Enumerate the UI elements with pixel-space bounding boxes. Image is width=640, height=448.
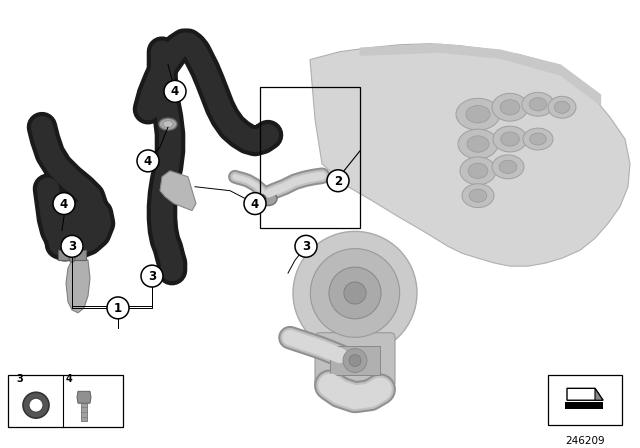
Ellipse shape [523, 128, 553, 150]
Bar [8, 375, 123, 427]
Circle shape [164, 81, 186, 102]
Text: 4: 4 [66, 375, 73, 384]
Bar [58, 250, 86, 260]
Polygon shape [66, 256, 90, 313]
FancyBboxPatch shape [315, 333, 395, 388]
Ellipse shape [69, 254, 75, 262]
Ellipse shape [492, 155, 524, 179]
Ellipse shape [458, 129, 498, 159]
Ellipse shape [493, 126, 527, 152]
Ellipse shape [499, 160, 517, 173]
Ellipse shape [456, 98, 500, 130]
Text: 4: 4 [171, 86, 179, 99]
Circle shape [349, 354, 361, 366]
Circle shape [53, 193, 75, 215]
Ellipse shape [163, 121, 173, 128]
Circle shape [141, 265, 163, 287]
Ellipse shape [159, 118, 177, 130]
Bar [81, 403, 87, 421]
Ellipse shape [469, 189, 487, 202]
Text: 246209: 246209 [565, 436, 605, 446]
Circle shape [327, 170, 349, 192]
Text: 3: 3 [16, 375, 23, 384]
Ellipse shape [468, 163, 488, 178]
Circle shape [29, 398, 43, 412]
Circle shape [343, 349, 367, 372]
Polygon shape [160, 171, 196, 211]
Text: 4: 4 [144, 155, 152, 168]
Text: 1: 1 [114, 302, 122, 315]
Ellipse shape [466, 105, 490, 123]
Text: 4: 4 [60, 198, 68, 211]
Circle shape [244, 193, 266, 215]
Circle shape [61, 235, 83, 257]
Ellipse shape [500, 132, 519, 146]
Circle shape [23, 392, 49, 418]
Ellipse shape [522, 92, 554, 116]
Circle shape [310, 249, 399, 337]
Polygon shape [310, 44, 630, 266]
Ellipse shape [530, 133, 547, 145]
Polygon shape [567, 388, 603, 400]
Circle shape [295, 235, 317, 257]
Bar [260, 87, 360, 228]
Ellipse shape [258, 195, 266, 202]
Ellipse shape [259, 192, 277, 206]
Ellipse shape [467, 136, 489, 152]
Text: 3: 3 [148, 270, 156, 283]
Ellipse shape [554, 101, 570, 113]
Ellipse shape [492, 93, 528, 121]
Polygon shape [77, 391, 91, 403]
Ellipse shape [500, 99, 520, 115]
Circle shape [137, 150, 159, 172]
Text: 4: 4 [251, 198, 259, 211]
Ellipse shape [548, 96, 576, 118]
Circle shape [329, 267, 381, 319]
Circle shape [344, 282, 366, 304]
Ellipse shape [529, 98, 547, 111]
Text: 2: 2 [334, 175, 342, 188]
Ellipse shape [462, 184, 494, 207]
Polygon shape [595, 388, 603, 400]
Text: 3: 3 [302, 240, 310, 253]
Bar [548, 375, 622, 425]
Circle shape [107, 297, 129, 319]
Ellipse shape [460, 157, 496, 185]
Circle shape [293, 232, 417, 354]
Bar [330, 345, 380, 375]
Bar [565, 402, 603, 409]
Ellipse shape [61, 239, 83, 253]
Text: 3: 3 [68, 240, 76, 253]
